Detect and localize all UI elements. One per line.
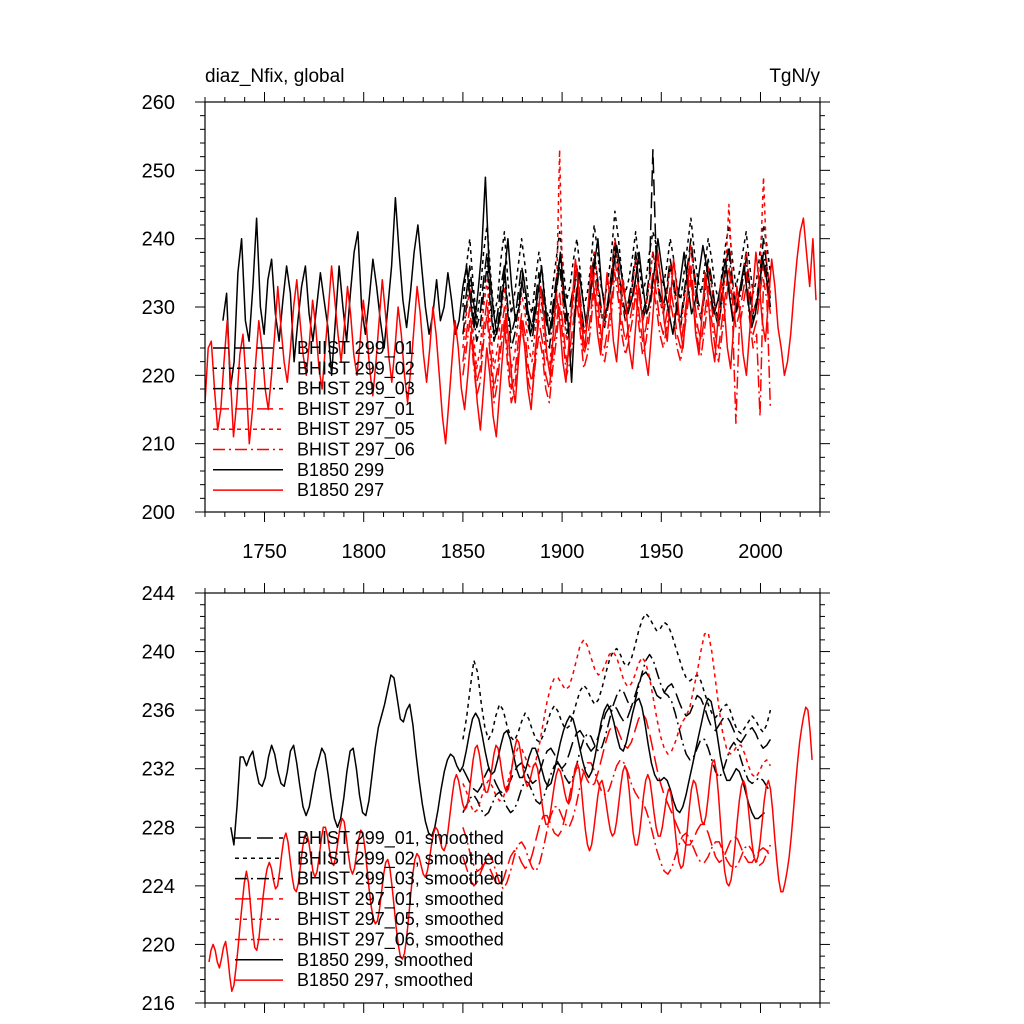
legend-label: BHIST 297_01, smoothed	[297, 889, 504, 910]
series-line-4	[462, 149, 772, 370]
y-tick-label: 216	[142, 993, 175, 1015]
series-line-0	[462, 149, 772, 336]
legend-label: B1850 297	[297, 480, 384, 500]
y-tick-label: 224	[142, 876, 175, 898]
y-tick-label: 232	[142, 759, 175, 781]
legend-label: BHIST 297_01	[297, 399, 415, 420]
y-tick-label: 220	[142, 365, 175, 387]
y-tick-label: 240	[142, 229, 175, 251]
legend-label: BHIST 297_05, smoothed	[297, 909, 504, 930]
chart-units: TgN/y	[769, 66, 820, 87]
series-line-6	[222, 176, 772, 390]
series-line-3	[462, 712, 772, 887]
bottom-panel: 216 220 224 228 232 236 240 244 BHIST 299_01, sm…	[142, 583, 830, 1015]
legend-label: BHIST 299_03	[297, 379, 415, 400]
legend-label: BHIST 299_02, smoothed	[297, 848, 504, 869]
legend-label: BHIST 297_05	[297, 419, 415, 440]
y-tick-label: 200	[142, 502, 175, 524]
y-tick-label: 220	[142, 934, 175, 956]
legend-label: BHIST 297_06, smoothed	[297, 930, 504, 951]
legend-label: BHIST 299_01, smoothed	[297, 828, 504, 849]
series-line-2	[462, 653, 772, 817]
y-tick-label: 244	[142, 583, 175, 605]
legend-label: B1850 297, smoothed	[297, 970, 473, 990]
legend-label: BHIST 299_03, smoothed	[297, 869, 504, 890]
series-line-5	[462, 759, 772, 890]
legend-label: B1850 299	[297, 460, 384, 480]
y-tick-label: 230	[142, 297, 175, 319]
series-line-0	[462, 671, 772, 795]
x-tick-label: 1850	[441, 541, 486, 563]
legend-label: BHIST 297_06	[297, 440, 415, 461]
x-tick-label: 1900	[540, 541, 585, 563]
y-tick-label: 236	[142, 700, 175, 722]
y-tick-label: 210	[142, 434, 175, 456]
y-tick-label: 240	[142, 642, 175, 664]
chart-title: diaz_Nfix, global	[205, 66, 344, 87]
series-line-2	[462, 244, 772, 349]
legend-label: B1850 299, smoothed	[297, 950, 473, 970]
top-panel: 1750 1800 1850 1900 1950 2000 200 210 220 230 240 2…	[142, 92, 830, 563]
x-tick-label: 1750	[242, 541, 287, 563]
x-tick-label: 1950	[639, 541, 684, 563]
series-line-7	[208, 706, 813, 993]
x-tick-label: 1800	[341, 541, 386, 563]
series-line-1	[462, 612, 772, 744]
y-tick-label: 250	[142, 160, 175, 182]
series-line-3	[462, 258, 772, 390]
y-tick-label: 228	[142, 817, 175, 839]
x-tick-label: 2000	[738, 541, 783, 563]
y-tick-label: 260	[142, 92, 175, 114]
series-line-7	[205, 217, 817, 445]
plot-frame	[204, 592, 821, 1004]
legend-label: BHIST 299_01	[297, 338, 415, 359]
legend-label: BHIST 299_02	[297, 358, 415, 379]
series-line-6	[230, 674, 766, 846]
